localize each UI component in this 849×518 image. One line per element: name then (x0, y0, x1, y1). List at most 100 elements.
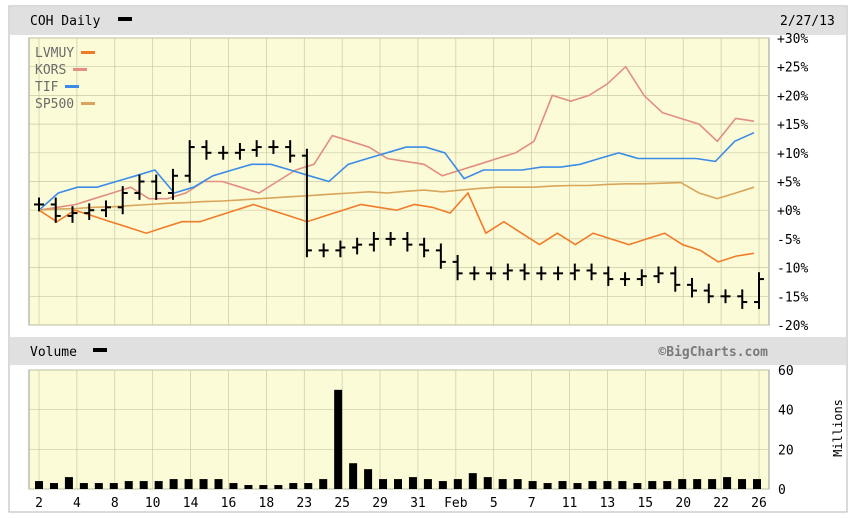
x-tick-label: 22 (713, 496, 729, 511)
coh-price-bar (301, 148, 312, 258)
volume-bar (543, 483, 552, 489)
legend-swatch-tif (65, 85, 79, 88)
coh-price-bar (234, 143, 245, 160)
volume-bar (678, 479, 687, 489)
volume-legend-swatch (93, 348, 107, 352)
coh-price-bar (151, 174, 162, 200)
coh-price-bar (687, 277, 698, 298)
volume-y-tick-label: 40 (778, 404, 794, 419)
volume-bar (35, 481, 43, 489)
volume-bar (558, 481, 567, 489)
volume-bar (319, 479, 328, 489)
volume-bar (408, 477, 417, 489)
coh-price-bar (84, 203, 95, 220)
volume-bar (229, 483, 238, 489)
x-tick-label: 26 (751, 496, 767, 511)
volume-bar (379, 479, 388, 489)
coh-price-bar (419, 237, 430, 258)
volume-bar (64, 477, 73, 489)
coh-price-bar (285, 140, 296, 163)
volume-plot-area (28, 369, 770, 490)
coh-price-bar (737, 289, 748, 309)
volume-bar (244, 485, 253, 489)
volume-bar (349, 463, 358, 489)
coh-price-bar (184, 140, 195, 183)
coh-price-bar (569, 263, 580, 281)
volume-bar (289, 483, 298, 489)
coh-price-bars (34, 140, 764, 309)
coh-price-bar (368, 232, 379, 252)
volume-bar (513, 479, 522, 489)
coh-price-bar (703, 283, 714, 304)
volume-bar (498, 479, 507, 489)
volume-bar (483, 477, 492, 489)
coh-legend-swatch (118, 17, 132, 21)
coh-price-bar (553, 266, 564, 281)
volume-bar (708, 479, 717, 489)
price-y-tick-label: -5% (777, 233, 801, 248)
coh-price-bar (620, 272, 631, 286)
x-tick-label: 13 (600, 496, 616, 511)
price-y-ticks: +30% +25% +20% +15% +10% +5% +0% -5% -10% -15% -20… (777, 32, 808, 334)
price-y-tick-label: -15% (777, 290, 808, 305)
chart-date: 2/27/13 (780, 14, 835, 29)
volume-bar (94, 483, 103, 489)
legend: LVMUY KORS TIF SP500 (35, 46, 95, 112)
coh-price-bar (201, 140, 212, 160)
price-series (38, 65, 755, 263)
chart-title: COH Daily (30, 14, 101, 29)
x-tick-label: 25 (334, 496, 350, 511)
coh-price-bar (536, 266, 547, 281)
volume-title: Volume (30, 345, 77, 360)
coh-price-bar (385, 232, 396, 246)
volume-bar (259, 485, 268, 489)
volume-y-tick-label: 20 (778, 443, 794, 458)
volume-bar (723, 477, 732, 489)
x-tick-label: 10 (145, 496, 161, 511)
x-tick-label: 11 (562, 496, 578, 511)
x-tick-label: 2 (35, 496, 43, 511)
volume-bar (738, 479, 747, 489)
price-y-tick-label: +20% (777, 89, 808, 104)
volume-bar (304, 483, 313, 489)
coh-price-bar (117, 186, 128, 215)
x-tick-label: 5 (490, 496, 498, 511)
series-line-tif (38, 131, 755, 211)
coh-price-bar (519, 263, 530, 281)
volume-bar (573, 483, 582, 489)
volume-bar (214, 479, 223, 489)
x-tick-label: 7 (528, 496, 536, 511)
coh-price-bar (452, 254, 463, 281)
coh-price-bar (486, 266, 497, 281)
coh-price-bar (754, 272, 764, 309)
coh-price-bar (218, 145, 229, 160)
volume-bar (109, 483, 118, 489)
price-y-tick-label: -10% (777, 262, 808, 277)
volume-bar (154, 481, 163, 489)
price-y-tick-label: +0% (777, 204, 801, 219)
x-tick-label: 4 (73, 496, 81, 511)
coh-price-bar (720, 289, 731, 304)
price-y-tick-label: +25% (777, 61, 808, 76)
price-y-tick-label: +30% (777, 32, 808, 47)
coh-price-bar (335, 240, 346, 258)
legend-label-tif: TIF (35, 80, 59, 95)
coh-price-bar (268, 140, 279, 154)
coh-price-bar (502, 263, 513, 281)
coh-price-bar (318, 243, 329, 258)
legend-label-kors: KORS (35, 63, 66, 78)
legend-label-sp500: SP500 (35, 97, 74, 112)
volume-bar (693, 479, 702, 489)
x-tick-label: Feb (444, 496, 468, 511)
x-tick-label: 23 (296, 496, 312, 511)
price-y-tick-label: +5% (777, 176, 801, 191)
x-tick-label: 31 (410, 496, 426, 511)
volume-grid (29, 369, 769, 490)
volume-y-ticks: 60 40 20 0 (778, 364, 794, 498)
x-tick-label: 15 (637, 496, 653, 511)
legend-label-lvmuy: LVMUY (35, 46, 74, 61)
series-line-kors (38, 65, 755, 211)
volume-bar (648, 481, 657, 489)
volume-bar (423, 479, 432, 489)
x-tick-label: 20 (675, 496, 691, 511)
